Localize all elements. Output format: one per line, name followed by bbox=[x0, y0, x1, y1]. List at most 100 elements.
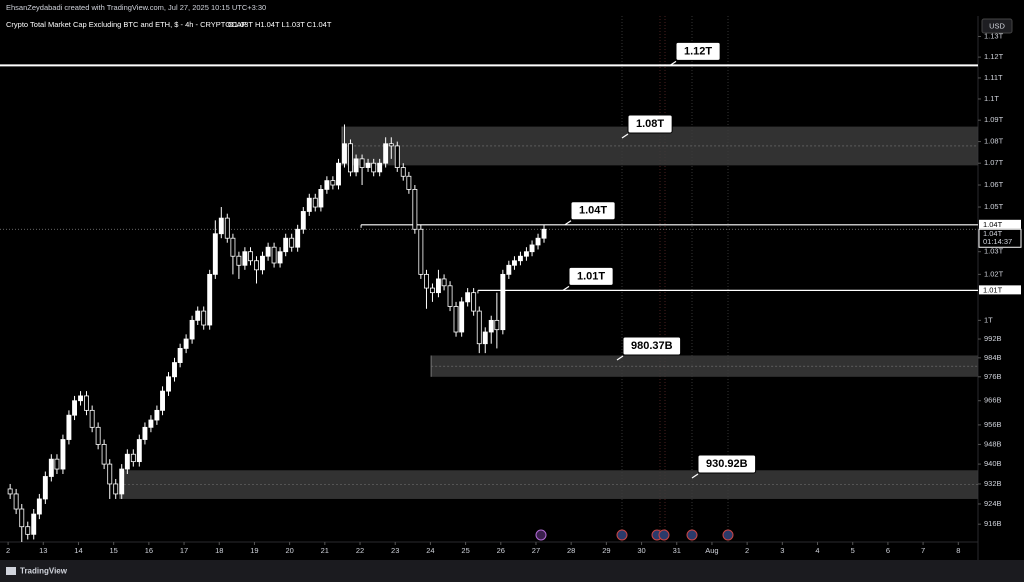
candle-body bbox=[400, 167, 406, 177]
candle-body bbox=[195, 310, 201, 321]
candle-body bbox=[300, 211, 306, 230]
x-tick-label: 29 bbox=[602, 546, 610, 555]
x-tick-label: 6 bbox=[886, 546, 890, 555]
candle-body bbox=[142, 426, 148, 440]
x-tick-label: 28 bbox=[567, 546, 575, 555]
event-icon[interactable] bbox=[658, 529, 670, 541]
candle-body bbox=[383, 143, 389, 164]
x-tick-label: 2 bbox=[6, 546, 10, 555]
x-tick-label: 24 bbox=[426, 546, 434, 555]
candle-body bbox=[318, 189, 324, 208]
y-tick-label: 966B bbox=[984, 396, 1002, 405]
x-tick-label: 23 bbox=[391, 546, 399, 555]
level-label: 1.12T bbox=[684, 45, 712, 57]
candle-body bbox=[418, 228, 424, 275]
zone-callout: 930.92B bbox=[691, 454, 757, 479]
y-tick-label: 932B bbox=[984, 479, 1002, 488]
x-tick-label: 8 bbox=[956, 546, 960, 555]
candle-body bbox=[212, 233, 218, 275]
zone-callout: 980.37B bbox=[616, 336, 682, 361]
y-tick-label: 1.02T bbox=[984, 269, 1004, 278]
candle-body bbox=[471, 292, 477, 312]
y-tick-label: 1.1T bbox=[984, 94, 999, 103]
candle-body bbox=[248, 251, 253, 262]
y-tick-label: 984B bbox=[984, 353, 1002, 362]
candle-body bbox=[424, 273, 429, 289]
candle-body bbox=[7, 488, 13, 495]
axis-badge-label: 1.01T bbox=[983, 285, 1003, 294]
zone-label-box bbox=[627, 114, 673, 134]
level-callout: 1.01T bbox=[562, 266, 614, 291]
candle-body bbox=[136, 439, 142, 463]
candle-body bbox=[342, 143, 347, 164]
candle-body bbox=[113, 483, 119, 495]
candle-body bbox=[453, 306, 459, 333]
level-label: 1.04T bbox=[579, 205, 607, 217]
candle-body bbox=[101, 444, 107, 465]
candle-body bbox=[306, 197, 312, 212]
candle-body bbox=[459, 301, 465, 333]
zone-label: 930.92B bbox=[706, 458, 748, 470]
candle-body bbox=[523, 251, 529, 257]
y-tick-label: 1.13T bbox=[984, 31, 1004, 40]
event-markers bbox=[535, 16, 734, 542]
y-tick-label: 924B bbox=[984, 499, 1002, 508]
candle-body bbox=[148, 419, 154, 428]
y-tick-label: 1.07T bbox=[984, 158, 1004, 167]
candle-body bbox=[488, 319, 494, 333]
x-tick-label: 7 bbox=[921, 546, 925, 555]
y-tick-label: 956B bbox=[984, 420, 1002, 429]
candle-body bbox=[66, 414, 72, 440]
x-tick-label: 17 bbox=[180, 546, 188, 555]
level-callout: 1.12T bbox=[669, 41, 721, 66]
candle-body bbox=[330, 180, 336, 186]
candle-body bbox=[31, 513, 37, 535]
event-icon[interactable] bbox=[722, 529, 734, 541]
candle-body bbox=[348, 143, 353, 173]
candle-body bbox=[25, 526, 31, 535]
zone-callout: 1.08T bbox=[621, 114, 673, 139]
candle-body bbox=[277, 251, 283, 264]
event-icon[interactable] bbox=[535, 529, 547, 541]
x-tick-label: 25 bbox=[461, 546, 469, 555]
candle-body bbox=[394, 145, 400, 168]
candle-body bbox=[207, 273, 213, 326]
x-tick-label: Aug bbox=[705, 546, 718, 555]
level-label-box bbox=[568, 266, 614, 286]
candle-body bbox=[89, 409, 95, 428]
x-tick-label: 27 bbox=[532, 546, 540, 555]
y-tick-label: 976B bbox=[984, 372, 1002, 381]
candle-body bbox=[130, 453, 136, 463]
candle-body bbox=[324, 180, 330, 190]
candle-body bbox=[13, 493, 19, 510]
candle-body bbox=[371, 162, 377, 173]
x-tick-label: 22 bbox=[356, 546, 364, 555]
zone-label: 980.37B bbox=[631, 340, 673, 352]
candle-body bbox=[353, 158, 359, 173]
currency[interactable]: USD bbox=[989, 21, 1005, 30]
candle-body bbox=[124, 453, 130, 470]
candle-body bbox=[283, 237, 289, 253]
y-tick-label: 1.11T bbox=[984, 73, 1003, 82]
candle-body bbox=[242, 251, 248, 266]
zone-label: 1.08T bbox=[636, 118, 664, 130]
candle-body bbox=[482, 331, 488, 345]
x-tick-label: 14 bbox=[74, 546, 82, 555]
candle-body bbox=[435, 278, 441, 294]
event-icon[interactable] bbox=[616, 529, 628, 541]
candle-body bbox=[265, 246, 271, 257]
currency-box[interactable] bbox=[981, 18, 1013, 34]
event-icon[interactable] bbox=[686, 529, 698, 541]
candle-body bbox=[476, 310, 482, 345]
zone-label-box bbox=[622, 336, 682, 356]
x-tick-label: 3 bbox=[780, 546, 784, 555]
candle-body bbox=[535, 237, 541, 246]
level-label: 1.01T bbox=[577, 270, 605, 282]
x-tick-label: 2 bbox=[745, 546, 749, 555]
candle-body bbox=[517, 255, 523, 262]
y-tick-label: 1.12T bbox=[984, 52, 1004, 61]
y-tick-label: 1.06T bbox=[984, 180, 1004, 189]
level-label-box bbox=[570, 201, 616, 221]
ohlc-readout: O1.03T H1.04T L1.03T C1.04T bbox=[228, 20, 332, 29]
